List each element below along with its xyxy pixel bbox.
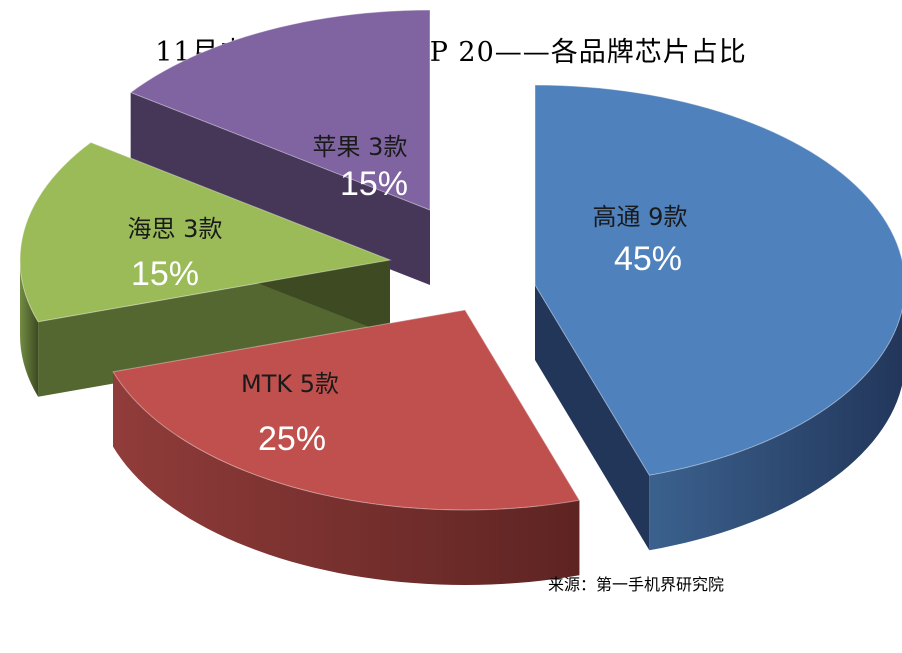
slice-top	[19, 141, 392, 323]
slice-top	[534, 84, 902, 476]
slice-outer-wall	[113, 371, 580, 585]
slice-label: 苹果 3款	[313, 133, 408, 161]
slice-percent: 25%	[258, 420, 326, 458]
slice-label: 海思 3款	[128, 215, 223, 243]
slice-label: MTK 5款	[241, 370, 339, 398]
pie-slice-1	[534, 84, 902, 551]
pie-slice-4	[129, 9, 431, 285]
slice-percent: 45%	[614, 240, 682, 278]
slice-wall	[130, 92, 431, 285]
slice-outer-wall	[649, 310, 902, 551]
chart-source: 来源：第一手机界研究院	[548, 575, 725, 594]
slice-outer-wall	[20, 260, 39, 397]
slice-top	[112, 309, 581, 511]
pie-slice-2	[112, 309, 581, 585]
slice-percent: 15%	[131, 255, 199, 293]
slice-label: 高通 9款	[593, 203, 688, 231]
slice-top	[129, 9, 431, 211]
slice-percent: 15%	[340, 165, 408, 203]
slice-wall	[535, 285, 650, 551]
pie-slice-3	[19, 141, 392, 397]
